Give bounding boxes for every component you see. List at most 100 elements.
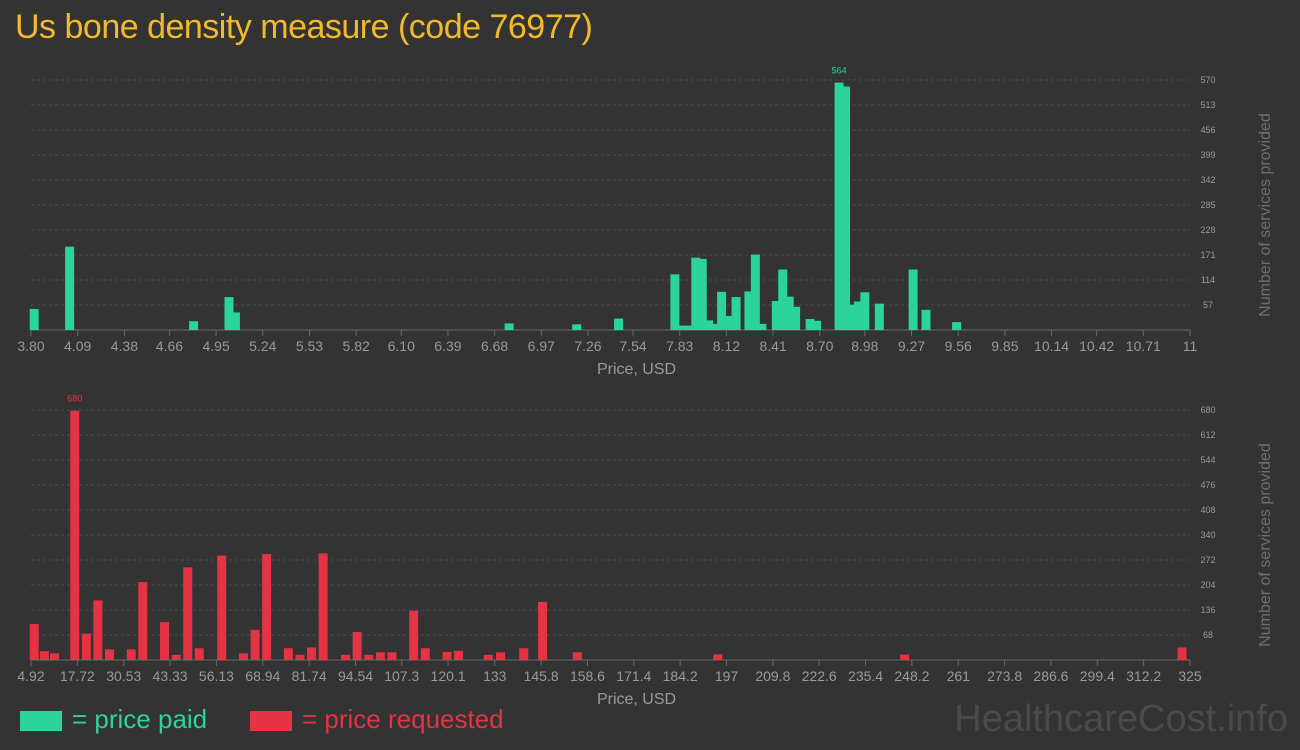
bar	[952, 322, 962, 330]
bar	[908, 269, 918, 330]
bar	[49, 653, 59, 660]
legend-swatch-requested	[250, 711, 292, 731]
bar	[189, 321, 199, 330]
x-axis-label: Price, USD	[597, 361, 676, 378]
bar	[874, 303, 884, 330]
bar	[483, 654, 493, 660]
bar	[670, 274, 680, 330]
x-tick-label: 273.8	[987, 668, 1022, 684]
bar	[295, 654, 305, 660]
bar	[283, 648, 293, 660]
bar	[93, 600, 103, 660]
bar	[860, 292, 870, 330]
bar	[238, 653, 248, 660]
x-tick-label: 209.8	[755, 668, 790, 684]
x-tick-label: 158.6	[570, 668, 605, 684]
x-tick-label: 94.54	[338, 668, 373, 684]
bar	[454, 650, 464, 660]
x-tick-label: 235.4	[848, 668, 883, 684]
bar	[853, 301, 863, 330]
x-tick-label: 81.74	[292, 668, 327, 684]
y-tick-label: 228	[1200, 225, 1215, 235]
x-tick-label: 4.09	[64, 338, 91, 354]
bar	[160, 622, 170, 660]
x-tick-label: 133	[483, 668, 507, 684]
bar	[65, 246, 75, 330]
bar	[731, 297, 741, 330]
bar	[757, 323, 767, 330]
bar	[704, 320, 714, 330]
y-tick-label: 342	[1200, 175, 1215, 185]
bar	[387, 652, 397, 660]
bar	[217, 555, 227, 660]
bar	[230, 312, 240, 330]
y-tick-label: 513	[1200, 100, 1215, 110]
x-tick-label: 312.2	[1126, 668, 1161, 684]
legend-label-paid: = price paid	[72, 704, 208, 734]
x-tick-label: 5.82	[343, 338, 370, 354]
x-tick-label: 7.83	[666, 338, 693, 354]
bar	[778, 269, 788, 330]
x-tick-label: 171.4	[616, 668, 651, 684]
bar	[138, 582, 148, 660]
bar	[194, 648, 204, 660]
x-tick-label: 4.66	[156, 338, 183, 354]
x-tick-label: 107.3	[384, 668, 419, 684]
x-tick-label: 5.24	[249, 338, 276, 354]
x-tick-label: 9.85	[991, 338, 1018, 354]
x-tick-label: 7.54	[619, 338, 646, 354]
y-tick-label: 456	[1200, 125, 1215, 135]
bar	[710, 323, 720, 330]
legend-label-requested: = price requested	[302, 704, 504, 734]
x-tick-label: 6.39	[434, 338, 461, 354]
bar	[771, 301, 781, 330]
x-tick-label: 6.97	[528, 338, 555, 354]
y-tick-label: 171	[1200, 250, 1215, 260]
x-tick-label: 197	[715, 668, 739, 684]
x-tick-label: 9.56	[945, 338, 972, 354]
bar	[496, 652, 506, 660]
bar	[538, 601, 548, 660]
bar	[921, 309, 931, 330]
bar	[784, 296, 794, 330]
x-tick-label: 145.8	[524, 668, 559, 684]
x-tick-label: 7.26	[574, 338, 601, 354]
bar	[318, 553, 328, 660]
x-tick-label: 248.2	[894, 668, 929, 684]
x-tick-label: 3.80	[17, 338, 44, 354]
bar	[341, 654, 351, 660]
x-tick-label: 8.12	[713, 338, 740, 354]
bar	[614, 318, 624, 330]
x-tick-label: 8.70	[806, 338, 833, 354]
bar	[70, 410, 80, 660]
bar	[676, 325, 686, 330]
y-tick-label: 544	[1200, 455, 1215, 465]
bar	[805, 319, 815, 330]
x-tick-label: 68.94	[245, 668, 280, 684]
bar	[81, 633, 91, 660]
bar	[307, 647, 317, 660]
bar	[691, 257, 701, 330]
watermark: HealthcareCost.info	[954, 698, 1288, 740]
y-tick-label: 272	[1200, 555, 1215, 565]
x-tick-label: 56.13	[199, 668, 234, 684]
bar	[364, 654, 374, 660]
bar	[442, 651, 452, 660]
bar	[1177, 647, 1187, 660]
y-tick-label: 57	[1203, 300, 1213, 310]
bar	[841, 86, 851, 330]
bar	[29, 623, 39, 660]
bar	[171, 654, 181, 660]
x-tick-label: 4.92	[17, 668, 44, 684]
x-tick-label: 10.71	[1126, 338, 1161, 354]
x-tick-label: 4.95	[202, 338, 229, 354]
bar	[183, 567, 193, 660]
bar	[420, 648, 430, 660]
x-axis-label: Price, USD	[597, 691, 676, 708]
x-tick-label: 9.27	[898, 338, 925, 354]
page-title: Us bone density measure (code 76977)	[15, 8, 593, 46]
max-value-label: 564	[832, 66, 847, 76]
y-tick-label: 408	[1200, 505, 1215, 515]
bar	[572, 652, 582, 660]
